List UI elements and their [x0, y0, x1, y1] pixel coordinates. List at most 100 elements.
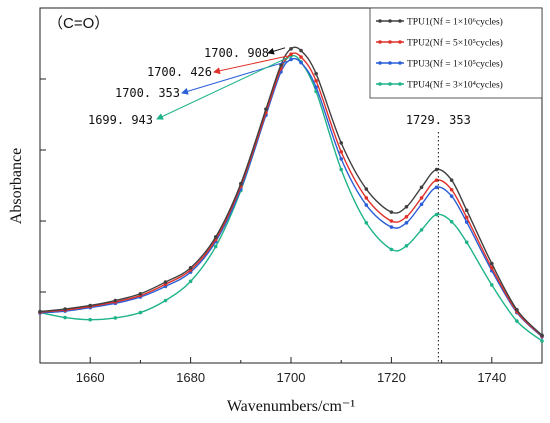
- series-point: [339, 141, 344, 145]
- series-point: [213, 244, 218, 249]
- series-point: [464, 208, 469, 213]
- legend-entry: TPU1(Nf = 1×10⁶cycles): [376, 17, 503, 28]
- series-point: [515, 307, 519, 312]
- series-point: [389, 247, 394, 252]
- legend: TPU1(Nf = 1×10⁶cycles) TPU2(Nf = 5×10⁵cyc…: [369, 7, 543, 99]
- series-point: [289, 52, 293, 56]
- series-point: [449, 219, 454, 224]
- chart-title: （C=O）: [48, 15, 109, 32]
- series-point: [188, 266, 193, 270]
- legend-marker: [388, 61, 392, 65]
- series-point: [38, 309, 42, 314]
- series-point: [490, 266, 494, 270]
- series-point: [289, 57, 293, 62]
- series-point: [389, 219, 394, 223]
- series-point: [434, 185, 439, 190]
- series-line: [39, 57, 543, 338]
- legend-entry: TPU3(Nf = 1×10⁵cycles): [376, 59, 503, 70]
- x-tick-label: 1700: [277, 370, 306, 385]
- series-point: [404, 214, 409, 219]
- series-point: [299, 55, 303, 59]
- legend-marker: [398, 19, 402, 23]
- series-point: [490, 283, 494, 287]
- legend-marker: [378, 61, 382, 65]
- legend-marker: [398, 61, 402, 65]
- annotation-label: 1699. 943: [88, 113, 153, 127]
- series-point: [419, 228, 424, 232]
- series-layer: [38, 46, 544, 343]
- series-point: [404, 244, 409, 248]
- series-point: [515, 319, 519, 323]
- series-point: [434, 212, 439, 217]
- series-point: [434, 178, 439, 182]
- legend-marker: [388, 40, 392, 44]
- series-point: [449, 187, 454, 192]
- series-point: [264, 107, 268, 111]
- annotation-label: 1700. 426: [147, 65, 212, 79]
- series-point: [163, 298, 168, 303]
- peak-label-1729: 1729. 353: [406, 113, 471, 127]
- legend-marker: [398, 40, 402, 44]
- series-point: [434, 167, 439, 172]
- series-point: [88, 303, 92, 308]
- series-point: [299, 48, 303, 53]
- legend-marker: [398, 82, 402, 86]
- series-point: [464, 220, 469, 224]
- annotation-layer: 1700. 908 1700. 426 1700. 353 1699. 943 1729…: [88, 46, 471, 363]
- annotation-label: 1700. 353: [115, 86, 180, 100]
- series-point: [339, 157, 344, 161]
- series-point: [113, 298, 118, 303]
- y-axis-title: Absorbance: [8, 148, 25, 224]
- peak-annotation: 1699. 943: [88, 57, 288, 127]
- x-tick-label: 1740: [477, 370, 506, 385]
- series-point: [289, 47, 293, 51]
- series-point: [540, 333, 544, 338]
- series-point: [540, 339, 544, 343]
- series-point: [364, 187, 369, 191]
- series-point: [314, 78, 318, 83]
- annotation-label: 1700. 908: [204, 46, 269, 60]
- legend-entry: TPU2(Nf = 5×10⁵cycles): [376, 38, 503, 49]
- legend-label: TPU3(Nf = 1×10⁵cycles): [407, 59, 503, 70]
- series-point: [389, 210, 394, 214]
- series-point: [404, 205, 409, 209]
- annotation-arrow: [181, 60, 288, 95]
- x-tick-label: 1680: [176, 370, 205, 385]
- peak-annotation: 1700. 908: [204, 46, 286, 60]
- series-point: [314, 85, 318, 89]
- series-point: [464, 240, 469, 245]
- peak-annotation: 1700. 426: [147, 55, 288, 79]
- legend-marker: [378, 82, 382, 86]
- series-point: [449, 194, 454, 198]
- series-point: [464, 215, 469, 220]
- series-point: [449, 178, 454, 182]
- ticks-layer: 1660 1680 1700 1720 1740: [39, 78, 543, 385]
- series-point: [364, 220, 369, 225]
- legend-marker: [378, 40, 382, 44]
- series-point: [163, 280, 168, 284]
- series-point: [314, 71, 318, 76]
- legend-label: TPU4(Nf = 3×10⁴cycles): [407, 80, 503, 91]
- series-point: [490, 261, 494, 266]
- legend-entry: TPU4(Nf = 3×10⁴cycles): [376, 80, 503, 91]
- series-point: [419, 196, 424, 200]
- series-point: [88, 317, 92, 322]
- series-point: [419, 202, 424, 207]
- series-point: [364, 203, 369, 207]
- annotation-arrow: [213, 55, 288, 75]
- x-tick-label: 1720: [377, 370, 406, 385]
- annotation-arrow: [156, 57, 288, 120]
- series-point: [188, 279, 193, 284]
- series-1: [38, 46, 544, 338]
- series-point: [419, 185, 424, 190]
- series-point: [339, 149, 344, 154]
- series-point: [239, 181, 243, 186]
- series-point: [63, 307, 67, 311]
- legend-marker: [388, 19, 392, 23]
- x-tick-label: 1660: [76, 370, 105, 385]
- legend-label: TPU2(Nf = 5×10⁵cycles): [407, 38, 503, 49]
- series-point: [364, 196, 369, 200]
- series-point: [339, 167, 344, 172]
- legend-marker: [388, 82, 392, 86]
